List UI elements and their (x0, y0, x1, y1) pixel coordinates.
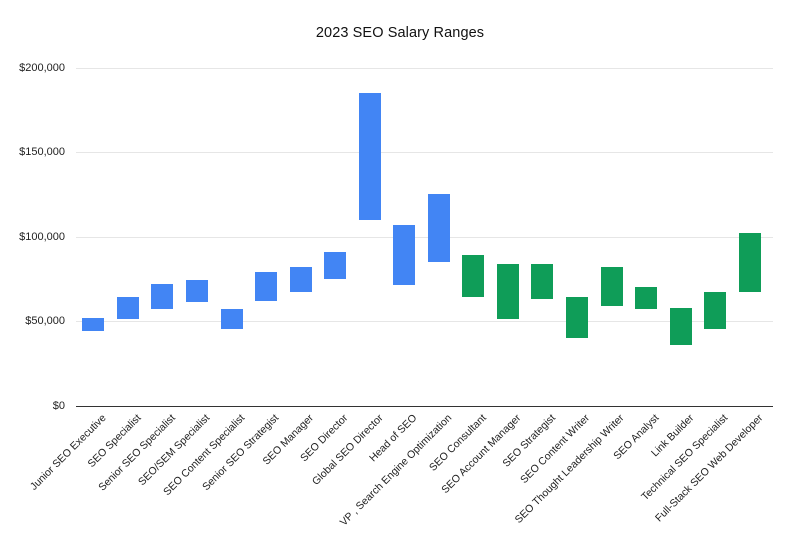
y-axis-tick-label: $200,000 (19, 61, 65, 74)
salary-range-bar (255, 272, 277, 301)
salary-range-bar (289, 266, 312, 293)
salary-range-bar (566, 297, 588, 338)
gridline (76, 67, 773, 69)
salary-range-bar (358, 92, 381, 220)
salary-range-bar (669, 307, 692, 345)
gridline (76, 321, 773, 322)
gridline (76, 405, 773, 407)
salary-range-bar (704, 292, 727, 330)
salary-range-bar (393, 224, 416, 286)
salary-range-bar (462, 255, 485, 298)
chart-title: 2023 SEO Salary Ranges (315, 25, 485, 41)
salary-range-bar (324, 251, 347, 279)
salary-range-bar (185, 280, 208, 303)
salary-range-bar (600, 266, 623, 306)
gridline (76, 236, 773, 238)
salary-range-bar (496, 263, 519, 320)
salary-range-bar (738, 233, 761, 293)
y-axis-tick-label: $0 (52, 399, 65, 412)
salary-range-bar (220, 309, 243, 330)
salary-range-bar (82, 317, 105, 332)
salary-range-bar (116, 297, 139, 320)
y-axis-tick-label: $100,000 (19, 230, 65, 243)
salary-range-bar (635, 287, 658, 310)
salary-range-bar (427, 194, 450, 262)
y-axis-tick-label: $50,000 (25, 315, 65, 327)
salary-range-bar (151, 283, 174, 310)
y-axis-tick-label: $150,000 (19, 146, 65, 158)
salary-range-bar (531, 263, 554, 299)
gridline (76, 152, 773, 153)
